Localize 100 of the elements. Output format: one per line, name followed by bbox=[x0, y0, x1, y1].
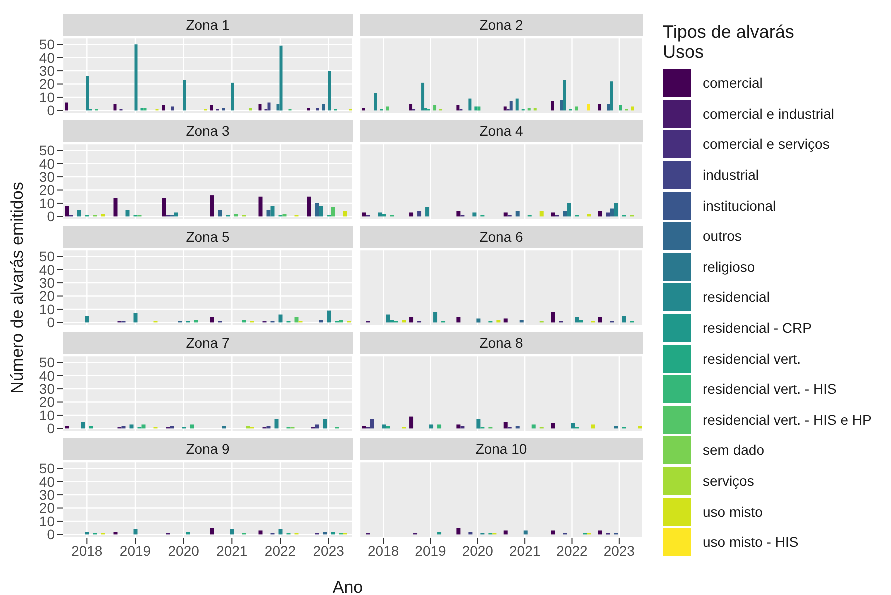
chart-title: Zona 7 bbox=[63, 332, 353, 354]
bar bbox=[476, 318, 481, 323]
bar bbox=[410, 104, 413, 111]
legend-label: comercial e serviços bbox=[703, 136, 830, 152]
bar bbox=[378, 212, 382, 217]
legend-label: residencial vert. bbox=[703, 350, 802, 367]
bar bbox=[540, 211, 544, 217]
bar bbox=[402, 320, 406, 323]
bar bbox=[516, 211, 520, 217]
bar bbox=[607, 104, 610, 111]
bar bbox=[266, 426, 271, 429]
bar bbox=[89, 426, 94, 429]
x-tick-label: 2020 bbox=[168, 542, 200, 559]
bar bbox=[426, 207, 430, 217]
legend-label: residencial bbox=[703, 289, 770, 306]
bar bbox=[65, 102, 68, 111]
bar bbox=[460, 426, 465, 429]
bar bbox=[614, 426, 618, 429]
bar bbox=[591, 424, 596, 429]
y-tick-label: 0 bbox=[47, 314, 56, 331]
bar bbox=[249, 108, 252, 111]
bar bbox=[532, 424, 536, 429]
x-tick-label: 2021 bbox=[510, 542, 541, 559]
bar bbox=[362, 426, 366, 429]
bar bbox=[101, 214, 106, 217]
bar bbox=[598, 211, 602, 217]
bar bbox=[478, 106, 481, 111]
bar bbox=[77, 210, 82, 217]
legend-label: outros bbox=[703, 228, 742, 244]
bar bbox=[339, 320, 344, 323]
x-tick-label: 2022 bbox=[264, 542, 296, 559]
bar bbox=[81, 422, 86, 429]
bar bbox=[171, 106, 174, 111]
y-tick-label: 0 bbox=[47, 420, 56, 437]
bar bbox=[410, 212, 414, 217]
chart-title: Zona 4 bbox=[360, 120, 643, 142]
bar bbox=[114, 104, 117, 111]
bar bbox=[374, 94, 378, 111]
bar bbox=[362, 212, 366, 217]
bar bbox=[328, 71, 332, 111]
chart-title: Zona 3 bbox=[63, 120, 353, 142]
bar bbox=[319, 320, 324, 323]
bar bbox=[323, 419, 328, 429]
bar bbox=[520, 320, 524, 323]
bar bbox=[234, 214, 238, 217]
bar bbox=[294, 317, 299, 323]
bar bbox=[504, 212, 508, 217]
x-tick-label: 2022 bbox=[556, 542, 588, 559]
bar bbox=[551, 101, 554, 111]
bar bbox=[472, 212, 477, 217]
bar bbox=[606, 212, 610, 217]
bar bbox=[144, 108, 147, 111]
bar bbox=[598, 104, 602, 111]
bar bbox=[85, 316, 90, 323]
bar bbox=[210, 196, 214, 217]
legend-label: residencial - CRP bbox=[703, 320, 812, 336]
bar bbox=[307, 108, 310, 111]
bar bbox=[276, 104, 280, 111]
chart-title: Zona 10 bbox=[360, 438, 643, 460]
bar bbox=[362, 108, 366, 111]
bar bbox=[65, 206, 70, 217]
y-tick-label: 0 bbox=[47, 526, 56, 543]
bar bbox=[560, 100, 564, 111]
x-tick-label: 2023 bbox=[604, 542, 636, 559]
bar bbox=[563, 211, 568, 217]
chart-title: Zona 9 bbox=[63, 438, 353, 460]
bar bbox=[386, 426, 390, 429]
bar bbox=[222, 108, 226, 111]
bar bbox=[86, 76, 90, 111]
bar bbox=[194, 320, 198, 323]
bar bbox=[218, 210, 222, 217]
x-tick-label: 2020 bbox=[462, 542, 494, 559]
chart-title: Zona 1 bbox=[63, 14, 353, 36]
bar bbox=[567, 203, 572, 217]
bar bbox=[418, 211, 422, 217]
bar bbox=[579, 320, 584, 323]
bar bbox=[410, 416, 414, 429]
bar bbox=[126, 210, 130, 217]
bar bbox=[610, 82, 614, 111]
bar bbox=[315, 424, 320, 429]
bar bbox=[476, 419, 481, 429]
bar bbox=[619, 105, 622, 111]
y-tick-label: 0 bbox=[47, 208, 56, 225]
bar bbox=[468, 98, 472, 111]
bar bbox=[307, 196, 312, 217]
bar bbox=[434, 312, 438, 323]
bar bbox=[258, 104, 262, 111]
bar bbox=[280, 46, 283, 111]
bar bbox=[575, 317, 580, 323]
bar bbox=[266, 210, 271, 217]
y-axis-title: Número de alvarás emitidos bbox=[8, 181, 28, 396]
legend-label: religioso bbox=[703, 258, 756, 275]
bar bbox=[222, 426, 226, 429]
bar bbox=[134, 313, 138, 323]
x-tick-label: 2019 bbox=[120, 542, 152, 559]
bar bbox=[504, 106, 507, 111]
legend-label: institucional bbox=[703, 198, 776, 214]
bar bbox=[327, 310, 332, 323]
legend-label: uso misto bbox=[703, 504, 763, 520]
bar bbox=[282, 214, 287, 217]
